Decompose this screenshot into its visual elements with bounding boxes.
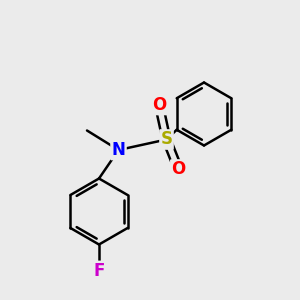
Text: N: N <box>112 141 125 159</box>
Text: F: F <box>93 262 105 280</box>
Text: O: O <box>171 160 186 178</box>
Text: O: O <box>152 96 166 114</box>
Text: S: S <box>160 130 172 148</box>
